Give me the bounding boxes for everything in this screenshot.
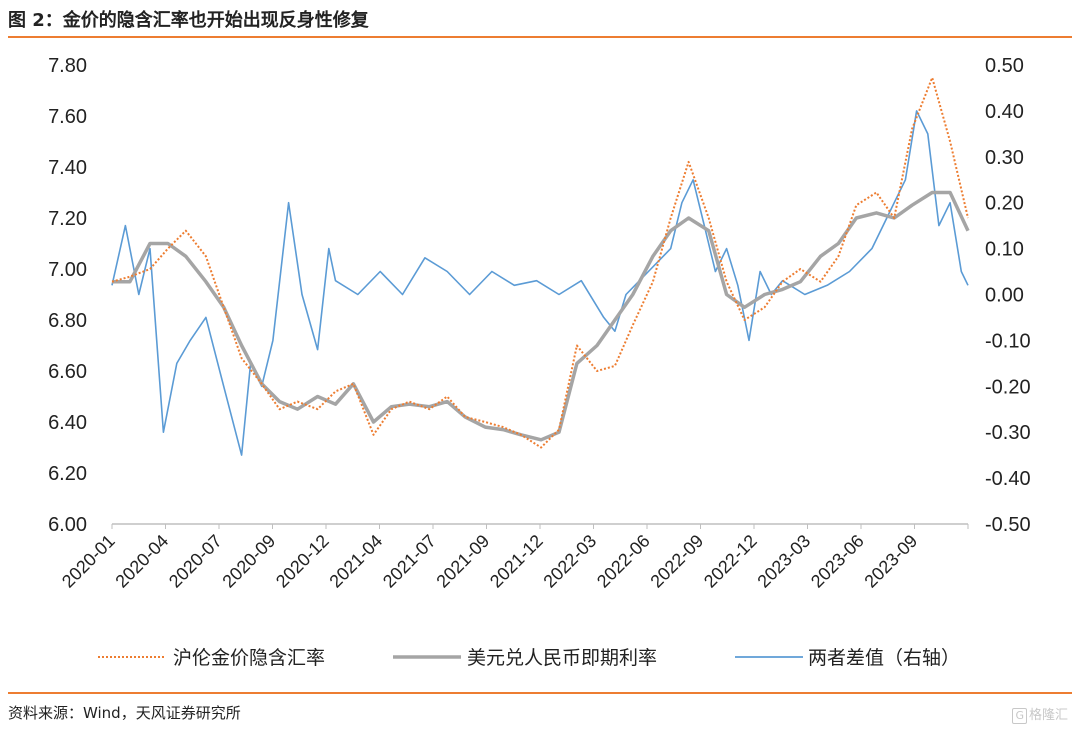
- watermark-logo: G 格隆汇: [1012, 704, 1068, 724]
- y-left-tick-label: 6.00: [48, 514, 87, 536]
- legend-label-2: 美元兑人民币即期利率: [467, 647, 657, 669]
- y-right-tick-label: -0.30: [985, 422, 1031, 444]
- x-tick-label: 2023-03: [753, 531, 814, 592]
- x-tick-label: 2020-12: [272, 531, 333, 592]
- chart-title: 图 2：金价的隐含汇率也开始出现反身性修复: [8, 10, 369, 31]
- y-left-tick-label: 7.00: [48, 259, 87, 281]
- x-tick-label: 2021-09: [432, 531, 493, 592]
- y-left-tick-label: 7.60: [48, 106, 87, 128]
- y-left-tick-label: 6.80: [48, 310, 87, 332]
- legend-label-1: 沪伦金价隐含汇率: [173, 647, 325, 669]
- x-tick-label: 2020-09: [218, 531, 279, 592]
- y-right-tick-label: -0.40: [985, 468, 1031, 490]
- chart-axes: 6.00 6.20 6.40 6.60 6.80 7.00 7.20 7.40 7.60 7.80…: [48, 55, 1031, 592]
- x-tick-label: 2022-12: [700, 531, 761, 592]
- y-left-tick-label: 7.20: [48, 208, 87, 230]
- chart-area: 6.00 6.20 6.40 6.60 6.80 7.00 7.20 7.40 7.60 7.80…: [48, 55, 1031, 669]
- y-left-tick-label: 7.40: [48, 157, 87, 179]
- y-left-tick-label: 7.80: [48, 55, 87, 77]
- x-tick-label: 2021-12: [486, 531, 547, 592]
- y-right-tick-label: -0.10: [985, 330, 1031, 352]
- x-tick-label: 2022-03: [539, 531, 600, 592]
- y-right-tick-label: 0.50: [985, 55, 1024, 77]
- x-tick-label: 2022-09: [646, 531, 707, 592]
- chart-legend: 沪伦金价隐含汇率 美元兑人民币即期利率 两者差值（右轴）: [98, 647, 960, 669]
- y-left-tick-label: 6.60: [48, 361, 87, 383]
- x-tick-label: 2020-07: [165, 531, 226, 592]
- y-right-tick-label: 0.10: [985, 239, 1024, 261]
- x-tick-label: 2021-07: [379, 531, 440, 592]
- logo-text: 格隆汇: [1028, 708, 1068, 723]
- legend-label-3: 两者差值（右轴）: [808, 647, 960, 669]
- series-line-3: [111, 110, 969, 456]
- x-tick-label: 2020-04: [111, 531, 172, 592]
- series-line-1: [111, 76, 969, 449]
- y-right-tick-label: -0.20: [985, 376, 1031, 398]
- x-tick-label: 2023-09: [860, 531, 921, 592]
- source-note: 资料来源：Wind，天风证券研究所: [8, 704, 241, 722]
- x-tick-label: 2023-06: [807, 531, 868, 592]
- top-rule: [8, 36, 1072, 38]
- y-right-tick-label: 0.00: [985, 285, 1024, 307]
- y-left-tick-label: 6.40: [48, 412, 87, 434]
- chart-series: [111, 76, 970, 456]
- y-right-tick-label: 0.30: [985, 147, 1024, 169]
- y-right-tick-label: 0.20: [985, 193, 1024, 215]
- x-tick-label: 2021-04: [325, 531, 386, 592]
- logo-icon: G: [1012, 708, 1027, 724]
- series-line-2: [112, 190, 970, 442]
- y-left-tick-label: 6.20: [48, 463, 87, 485]
- x-tick-label: 2022-06: [593, 531, 654, 592]
- y-right-tick-label: 0.40: [985, 101, 1024, 123]
- x-tick-label: 2020-01: [58, 531, 119, 592]
- y-right-tick-label: -0.50: [985, 514, 1031, 536]
- bottom-rule: [8, 692, 1072, 694]
